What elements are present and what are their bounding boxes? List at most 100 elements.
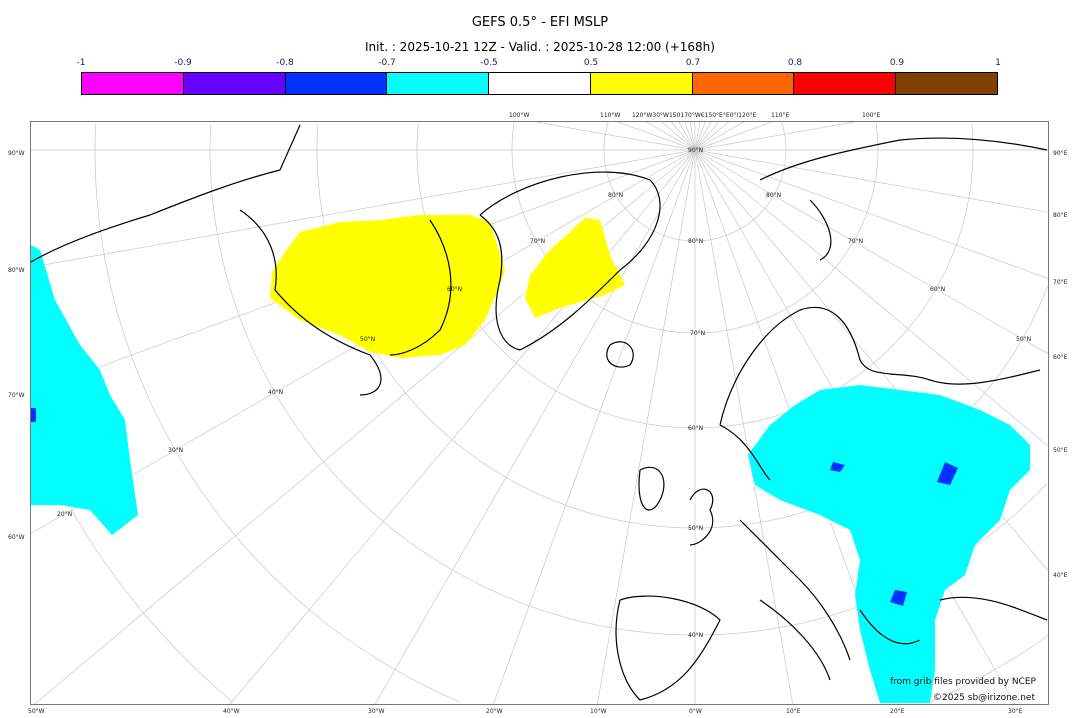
colorbar-tick: 0.8 (787, 58, 803, 68)
lat-label: 50°N (688, 525, 704, 532)
efi-region-cyan-europe (748, 385, 1030, 703)
efi-region-blue (31, 408, 36, 422)
meridian-line (684, 122, 696, 151)
map-canvas (31, 122, 1048, 704)
edge-label-top: 120°W30°W150170°W€150°E°E0°I120°E (632, 112, 757, 119)
edge-label-bottom: 20°E (890, 708, 905, 715)
efi-region-yellow-canada (270, 215, 505, 358)
edge-label-top: 110°E (771, 112, 790, 119)
meridian-line (646, 122, 696, 151)
edge-label-left: 70°W (8, 392, 25, 399)
meridian-line (229, 149, 696, 704)
lat-label: 50°N (360, 336, 376, 343)
lat-label: 70°N (690, 330, 706, 337)
edge-label-right: 80°E (1053, 212, 1068, 219)
meridian-line (694, 122, 773, 151)
edge-label-right: 50°E (1053, 447, 1068, 454)
edge-label-right: 70°E (1053, 279, 1068, 286)
edge-label-bottom: 40°W (223, 708, 240, 715)
efi-region-blue-europe (937, 462, 958, 485)
efi-region-cyan-west (31, 245, 138, 535)
colorbar-segment (82, 73, 184, 94)
meridian-line (694, 149, 1048, 355)
lat-label: 70°N (848, 238, 864, 245)
lat-label: 80°N (766, 192, 782, 199)
lat-label: 60°N (688, 425, 704, 432)
colorbar-segment (896, 73, 998, 94)
colorbar-tick: -1 (76, 58, 86, 68)
colorbar-tick: -0.5 (480, 58, 498, 68)
meridian-line (661, 122, 696, 151)
meridian-line (694, 122, 706, 151)
map-panel[interactable] (30, 121, 1049, 705)
edge-label-bottom: 10°E (786, 708, 801, 715)
colorbar-tick: 0.7 (685, 58, 701, 68)
colorbar-tick: 0.9 (889, 58, 905, 68)
edge-label-right: 60°E (1053, 354, 1068, 361)
meridian-line (536, 122, 696, 151)
edge-label-top: 100°E (862, 112, 881, 119)
edge-label-right: 40°E (1053, 572, 1068, 579)
parallel-line (875, 122, 879, 150)
meridian-line (689, 122, 696, 151)
colorbar-segment (183, 73, 286, 94)
colorbar-segment (387, 73, 490, 94)
colorbar-tick: 0.5 (583, 58, 599, 68)
parallel-line (94, 123, 461, 703)
edge-label-top: 100°W (509, 112, 530, 119)
colorbar-segment (489, 73, 591, 94)
colorbar-segment (285, 73, 388, 94)
lat-label: 60°N (930, 286, 946, 293)
lat-label: 40°N (688, 632, 704, 639)
lat-label: 70°N (530, 238, 546, 245)
meridian-line (694, 122, 854, 151)
efi-region-yellow-greenland (525, 218, 625, 318)
lat-label: 30°N (168, 447, 184, 454)
meridian-line (493, 149, 696, 704)
map-subtitle: Init. : 2025-10-21 12Z - Valid. : 2025-1… (365, 40, 715, 54)
meridian-line (694, 149, 1048, 447)
meridian-line (694, 122, 712, 151)
edge-label-left: 60°W (8, 534, 25, 541)
meridian-line (617, 122, 696, 151)
edge-label-bottom: 10°W (590, 708, 607, 715)
meridian-line (596, 149, 696, 704)
edge-label-left: 80°W (8, 267, 25, 274)
lat-label: 60°N (447, 286, 463, 293)
colorbar-segment (692, 73, 795, 94)
efi-region-blue-europe (830, 462, 845, 472)
meridian-line (694, 149, 1048, 213)
edge-label-bottom: 30°W (368, 708, 385, 715)
meridian-line (694, 122, 701, 151)
coastlines (31, 124, 1048, 701)
colorbar-tick: 1 (995, 58, 1001, 68)
parallel-line (603, 122, 787, 242)
edge-label-right: 90°E (1053, 150, 1068, 157)
lat-label: 80°N (688, 238, 704, 245)
meridian-line (694, 122, 719, 151)
parallel-line (511, 122, 879, 334)
lat-label: 20°N (57, 511, 73, 518)
meridian-line (694, 122, 729, 151)
meridian-line (694, 122, 744, 151)
meridian-line (374, 149, 696, 704)
edge-label-bottom: 0°W (689, 708, 702, 715)
edge-label-bottom: 20°W (486, 708, 503, 715)
parallel-line (929, 635, 1048, 703)
meridian-line (678, 122, 696, 151)
meridian-line (671, 122, 696, 151)
map-title: GEFS 0.5° - EFI MSLP (471, 15, 609, 30)
copyright: ©2025 sb@irizone.net (933, 693, 1035, 703)
efi-region-blue-europe (890, 590, 907, 606)
colorbar-segment (794, 73, 897, 94)
meridian-line (31, 149, 696, 268)
lat-label: 90°N (688, 147, 704, 154)
colorbar-segment (590, 73, 693, 94)
meridian-line (694, 149, 1048, 279)
edge-label-bottom: 30°E (1008, 708, 1023, 715)
data-credit: from grib files provided by NCEP (890, 677, 1036, 687)
parallel-line (971, 123, 974, 150)
colorbar-tick: -0.8 (276, 58, 294, 68)
edge-label-left: 90°W (8, 150, 25, 157)
edge-label-bottom: 50°W (28, 708, 45, 715)
